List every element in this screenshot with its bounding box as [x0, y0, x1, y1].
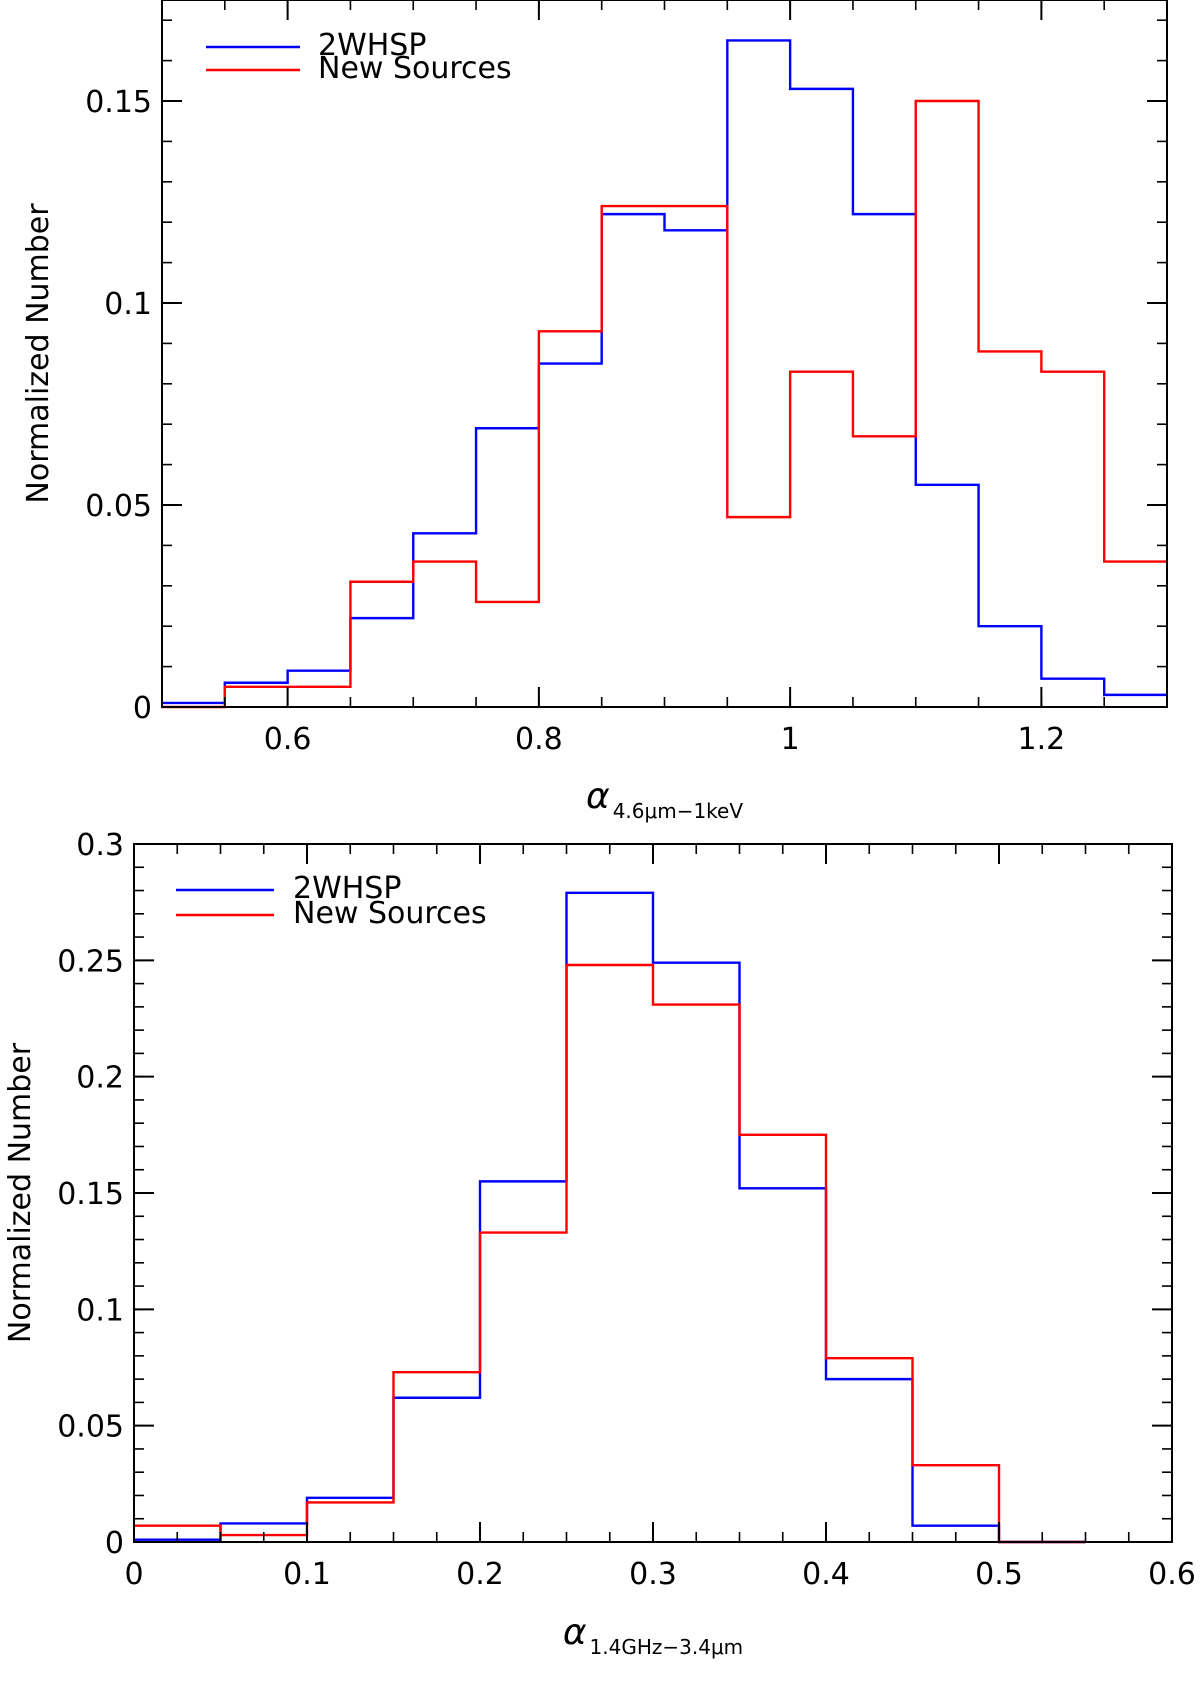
x-tick-label: 0.1: [283, 1557, 331, 1592]
x-tick-label: 0.2: [456, 1557, 504, 1592]
x-tick-label: 1: [781, 722, 800, 757]
x-axis-title: α 4.6μm−1keV: [586, 776, 743, 823]
x-tick-label: 0.6: [1148, 1557, 1196, 1592]
series-line-new-sources: [162, 99, 1167, 709]
series-line-new-sources: [134, 963, 1086, 1544]
bottom-histogram-panel: 0 0.1 0.2 0.3 0.4 0.5 0.6 0 0.05 0.1 0.15 0.2 0.25 0.…: [3, 828, 1196, 1659]
y-tick-label: 0.05: [57, 1410, 124, 1445]
x-tick-label: 0: [124, 1557, 143, 1592]
x-tick-label: 0.8: [515, 722, 563, 757]
x-tick-label: 0.5: [975, 1557, 1023, 1592]
y-tick-label: 0: [105, 1526, 124, 1561]
plot-frame: [161, 0, 1168, 708]
y-tick-label: 0.15: [85, 85, 152, 120]
legend-label: New Sources: [318, 51, 512, 86]
y-tick-label: 0.25: [57, 944, 124, 979]
y-tick-label: 0.05: [85, 489, 152, 524]
y-tick-label: 0.2: [76, 1061, 124, 1096]
y-tick-label: 0.1: [104, 287, 152, 322]
series-line-2whsp: [134, 891, 1086, 1544]
x-tick-label: 1.2: [1018, 722, 1066, 757]
x-tick-label: 0.6: [264, 722, 312, 757]
y-tick-label: 0: [133, 691, 152, 726]
y-tick-label: 0.3: [76, 828, 124, 863]
x-tick-label: 0.4: [802, 1557, 850, 1592]
top-histogram-panel: 0.6 0.8 1 1.2 0 0.05 0.1 0.15 Normalized Number α…: [21, 0, 1168, 823]
x-axis-title: α 1.4GHz−3.4μm: [563, 1612, 743, 1659]
x-tick-label: 0.3: [629, 1557, 677, 1592]
y-axis-title: Normalized Number: [3, 1042, 38, 1343]
y-axis-title: Normalized Number: [21, 203, 56, 504]
y-tick-label: 0.15: [57, 1177, 124, 1212]
y-tick-label: 0.1: [76, 1293, 124, 1328]
legend-label: 2WHSP: [318, 28, 426, 63]
series-line-2whsp: [162, 39, 1167, 705]
legend-label: New Sources: [293, 896, 487, 931]
legend-label: 2WHSP: [293, 871, 401, 906]
